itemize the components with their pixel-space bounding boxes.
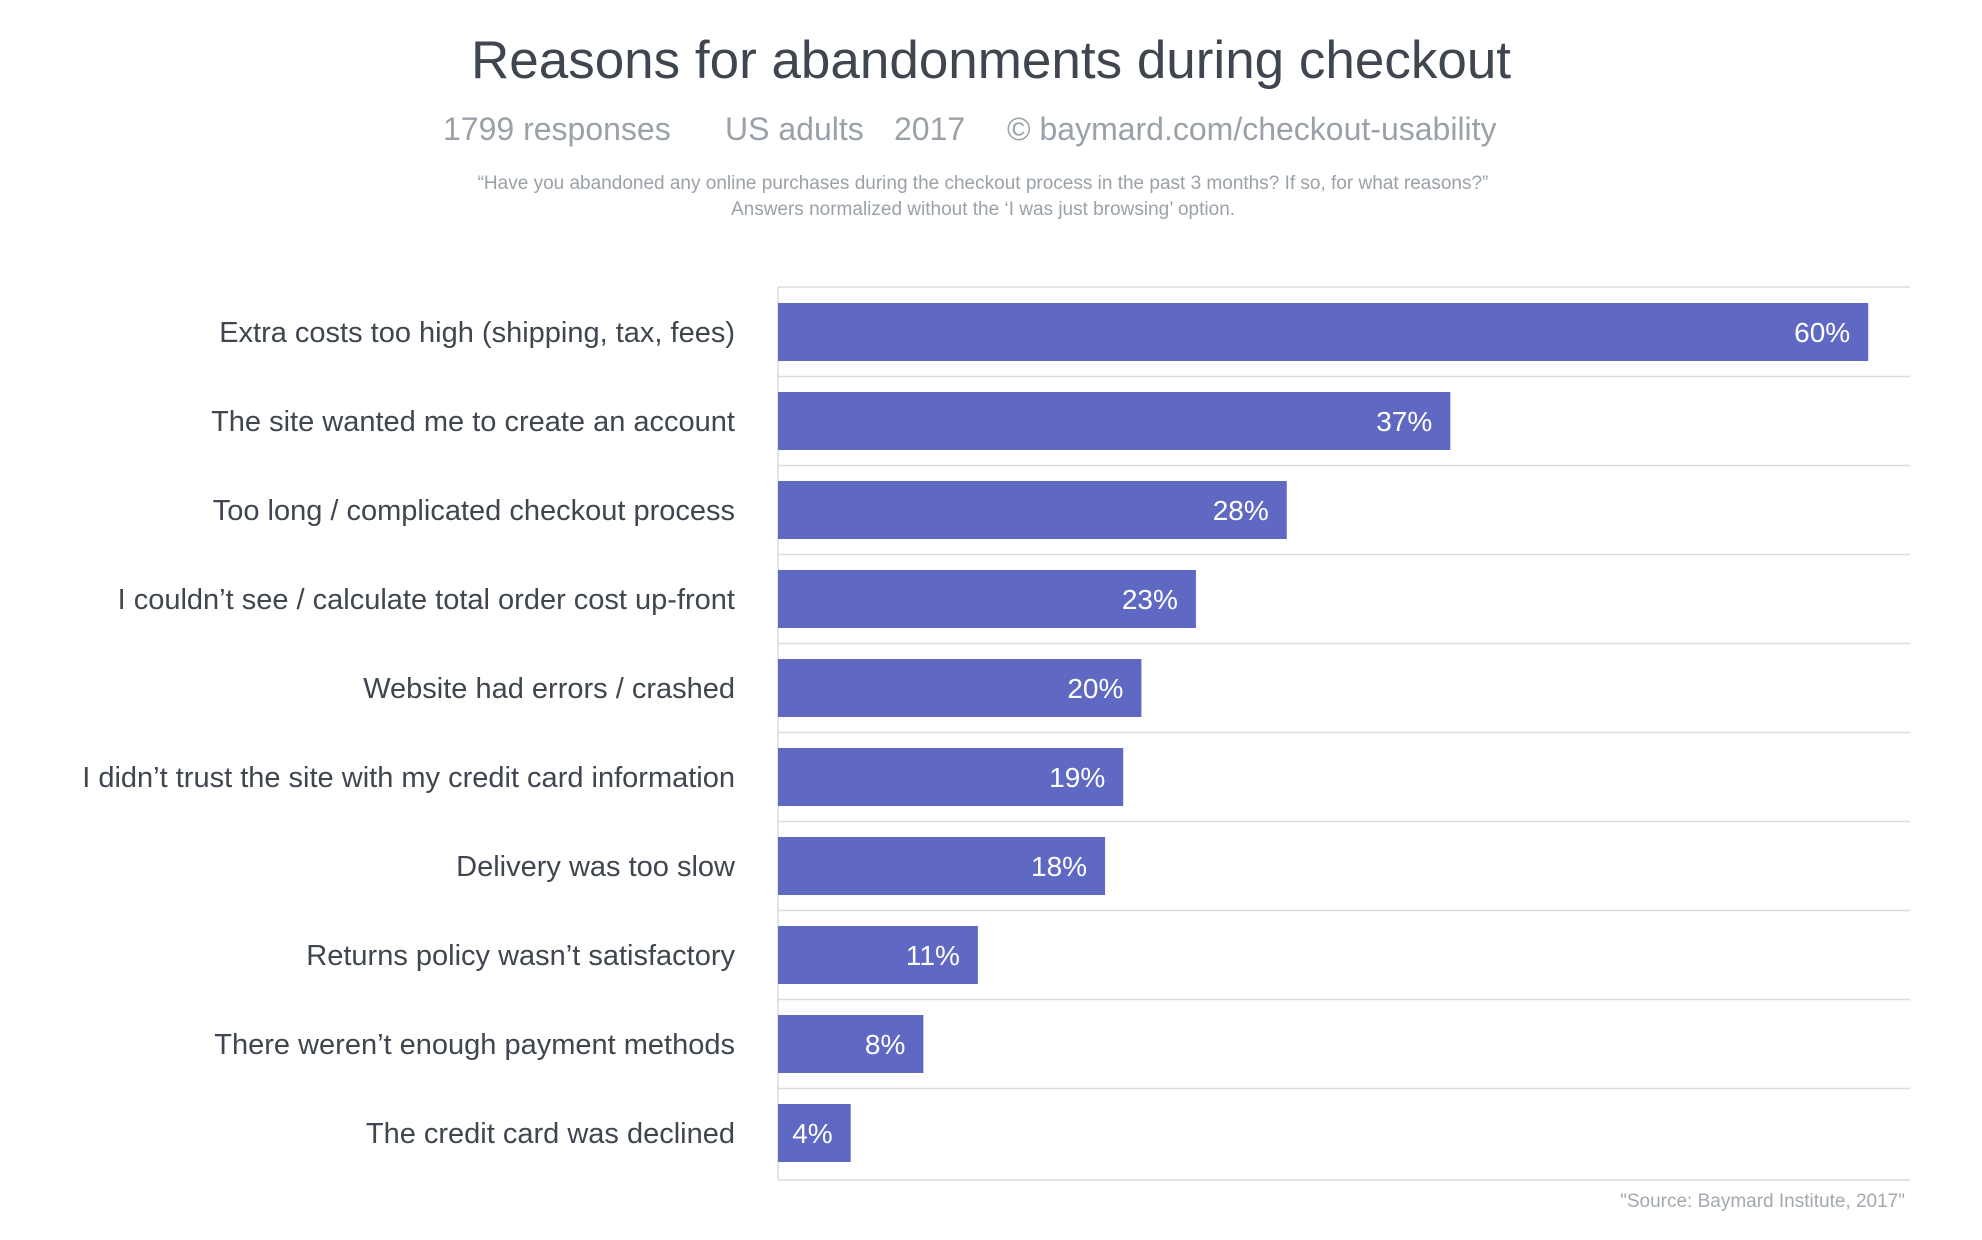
bar [778,570,1196,628]
bar [778,926,978,984]
bar [778,748,1124,806]
category-label: Delivery was too slow [456,851,736,883]
bar [778,392,1451,450]
bar-value-label: 18% [1031,851,1087,882]
bar-value-label: 28% [1213,495,1269,526]
survey-note: Answers normalized without the ‘I was ju… [731,199,1235,220]
source-note: "Source: Baymard Institute, 2017" [1620,1191,1905,1212]
grid-lines [778,375,1910,1090]
category-label: I didn’t trust the site with my credit c… [82,762,735,794]
bar [778,659,1142,717]
bar-value-label: 60% [1794,317,1850,348]
category-label: The site wanted me to create an account [211,406,735,438]
category-label: Website had errors / crashed [363,673,735,705]
category-label: Extra costs too high (shipping, tax, fee… [219,317,735,349]
bar [778,1104,851,1162]
chart-title: Reasons for abandonments during checkout [471,31,1511,90]
category-label: Too long / complicated checkout process [213,495,735,527]
bar-value-label: 20% [1067,673,1123,704]
category-label: I couldn’t see / calculate total order c… [118,584,735,616]
category-label: The credit card was declined [366,1118,735,1150]
bar-value-label: 4% [792,1118,832,1149]
category-label: There weren’t enough payment methods [214,1029,735,1061]
chart-subtitle-population: US adults [725,111,864,147]
survey-question: “Have you abandoned any online purchases… [478,173,1489,194]
bar [778,837,1106,895]
chart-subtitle-responses: 1799 responses [443,111,671,147]
bar-value-label: 8% [865,1029,905,1060]
category-label: Returns policy wasn’t satisfactory [306,940,735,972]
chart-subtitle-year: 2017 [894,111,965,147]
bar-value-label: 23% [1122,584,1178,615]
bar-value-label: 11% [906,940,960,971]
category-labels: Extra costs too high (shipping, tax, fee… [82,317,736,1150]
bar-value-label: 19% [1049,762,1105,793]
value-labels: 60% 37% 28% 23% 20% 19% 18% 11% 8% 4% [792,317,1850,1149]
bar [778,303,1869,361]
bar [778,481,1287,539]
bars [778,303,1869,1162]
bar [778,1015,924,1073]
chart-subtitle-copyright: © baymard.com/checkout-usability [1007,111,1497,147]
bar-value-label: 37% [1376,406,1432,437]
